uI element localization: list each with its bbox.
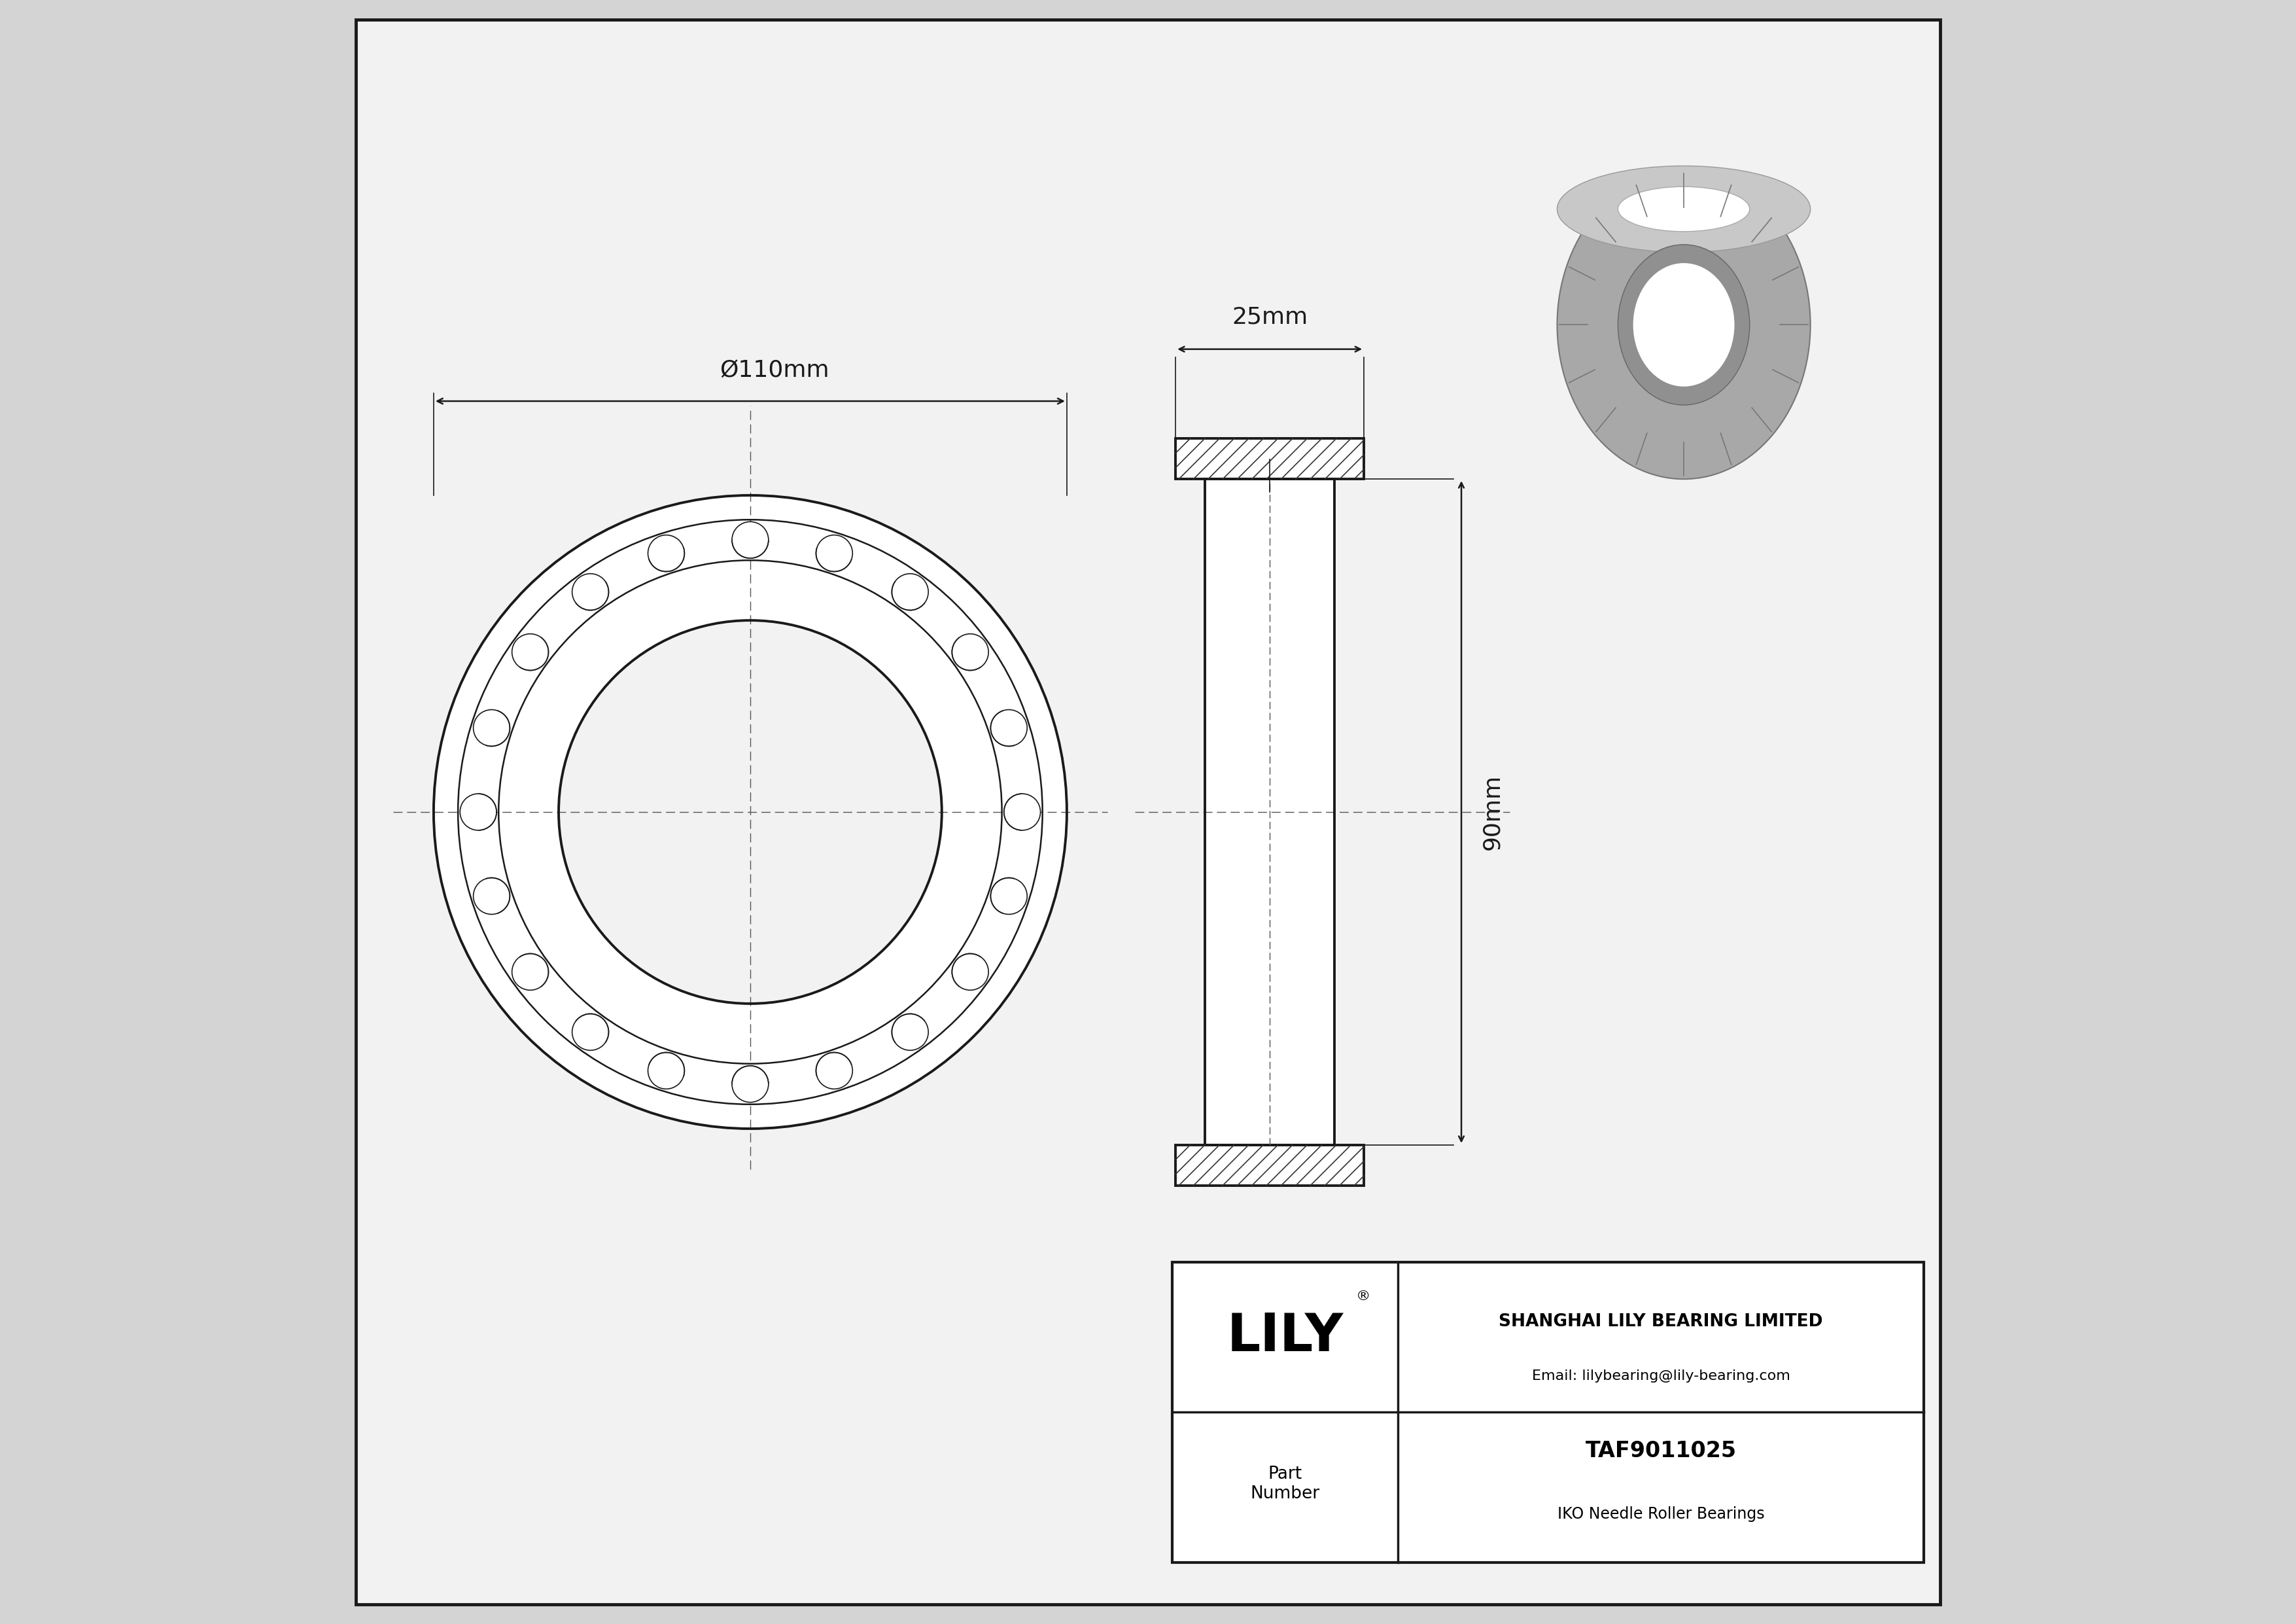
Text: 25mm: 25mm: [1231, 305, 1309, 328]
Bar: [1173, 1262, 1924, 1562]
Ellipse shape: [1557, 171, 1812, 479]
Text: ®: ®: [1355, 1289, 1371, 1302]
Circle shape: [459, 794, 496, 830]
Circle shape: [473, 710, 510, 745]
Circle shape: [990, 710, 1026, 745]
Ellipse shape: [1632, 263, 1733, 387]
Ellipse shape: [1619, 245, 1750, 404]
Text: IKO Needle Roller Bearings: IKO Needle Roller Bearings: [1557, 1507, 1766, 1522]
Ellipse shape: [1619, 187, 1750, 232]
Circle shape: [647, 534, 684, 572]
Circle shape: [953, 633, 990, 671]
Circle shape: [473, 879, 510, 914]
Circle shape: [512, 953, 549, 991]
Circle shape: [815, 1052, 852, 1090]
Bar: [1205, 479, 1334, 1145]
Text: TAF9011025: TAF9011025: [1584, 1440, 1736, 1462]
Circle shape: [1003, 794, 1040, 830]
Circle shape: [572, 573, 608, 611]
Text: LILY: LILY: [1226, 1312, 1343, 1363]
Circle shape: [815, 534, 852, 572]
Circle shape: [953, 953, 990, 991]
Text: Part
Number: Part Number: [1251, 1466, 1320, 1502]
Circle shape: [572, 1013, 608, 1051]
Text: Ø110mm: Ø110mm: [719, 359, 829, 382]
Circle shape: [990, 879, 1026, 914]
Ellipse shape: [1557, 166, 1812, 252]
Circle shape: [558, 620, 941, 1004]
Circle shape: [434, 495, 1068, 1129]
Text: 90mm: 90mm: [1481, 775, 1504, 849]
Circle shape: [732, 521, 769, 559]
Bar: [1176, 438, 1364, 479]
Text: SHANGHAI LILY BEARING LIMITED: SHANGHAI LILY BEARING LIMITED: [1499, 1314, 1823, 1330]
Ellipse shape: [1564, 305, 1805, 391]
Circle shape: [891, 573, 928, 611]
Circle shape: [891, 1013, 928, 1051]
Circle shape: [512, 633, 549, 671]
Text: Email: lilybearing@lily-bearing.com: Email: lilybearing@lily-bearing.com: [1531, 1369, 1791, 1382]
Bar: [1205, 479, 1334, 1145]
Circle shape: [732, 1065, 769, 1103]
Circle shape: [647, 1052, 684, 1090]
Bar: [1176, 1145, 1364, 1186]
